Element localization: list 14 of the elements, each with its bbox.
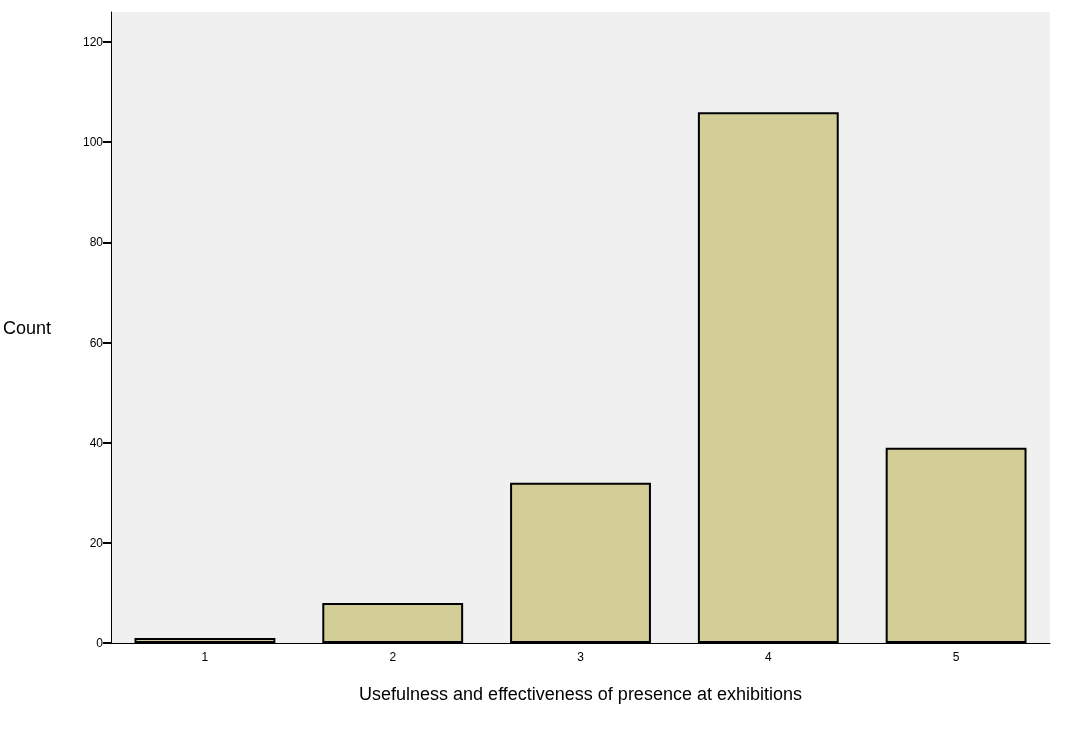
- y-tick-label: 20: [89, 535, 104, 550]
- y-axis-title: Count: [2, 317, 52, 338]
- y-tick-label: 80: [89, 235, 104, 250]
- y-tick-label: 60: [89, 335, 104, 350]
- x-tick-label: 3: [577, 650, 585, 664]
- x-tick-label: 5: [952, 650, 960, 664]
- x-tick-label: 4: [764, 650, 772, 664]
- x-axis-title: Usefulness and effectiveness of presence at exhibitions: [359, 684, 802, 704]
- y-tick-label: 100: [83, 135, 104, 150]
- x-tick-label: 1: [201, 650, 209, 664]
- y-tick-label: 0: [96, 636, 104, 650]
- y-tick-label: 40: [89, 435, 104, 450]
- y-tick-label: 120: [83, 35, 104, 50]
- x-tick-label: 2: [389, 650, 397, 664]
